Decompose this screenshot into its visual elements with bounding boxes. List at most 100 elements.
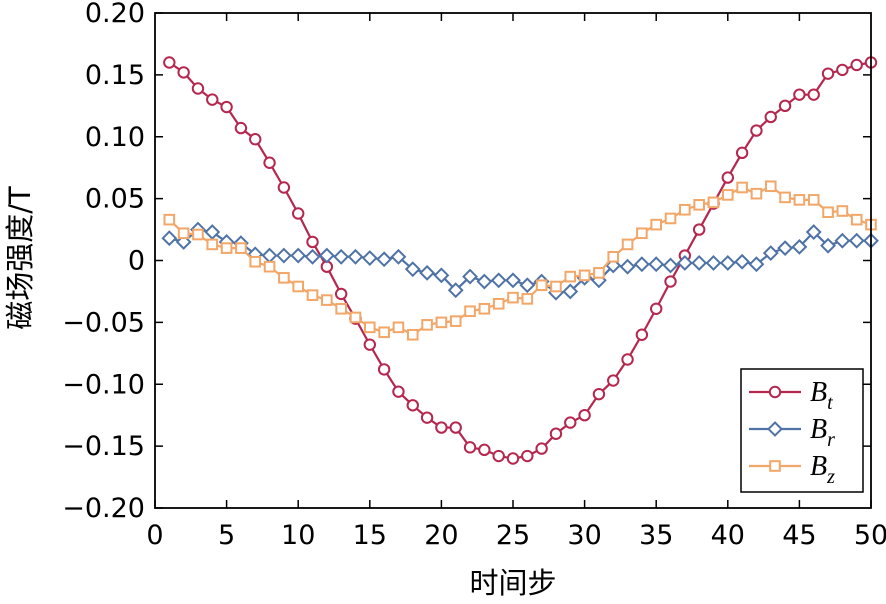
- data-point-bt: [535, 442, 548, 455]
- x-tick-label: 50: [854, 520, 886, 551]
- legend-subscript-bt: t: [827, 392, 833, 414]
- data-point-bz: [335, 302, 347, 315]
- data-point-bt: [549, 427, 563, 440]
- data-point-bt: [306, 235, 319, 249]
- data-point-br: [519, 277, 536, 294]
- legend-marker-bz: [769, 460, 781, 472]
- data-point-bz: [650, 218, 663, 231]
- data-point-bt: [650, 302, 663, 315]
- data-point-br: [748, 256, 765, 273]
- data-point-bt: [191, 82, 205, 95]
- legend-entry-br: Br: [749, 414, 835, 451]
- data-point-bt: [163, 56, 176, 69]
- data-point-br: [633, 256, 650, 273]
- legend-subscript-bz: z: [826, 466, 835, 488]
- x-tick-label: 45: [782, 520, 816, 551]
- data-point-bz: [449, 315, 462, 327]
- data-point-bz: [664, 212, 677, 225]
- y-tick-label: 0.20: [85, 0, 145, 29]
- data-point-bz: [521, 293, 534, 305]
- data-point-br: [419, 264, 435, 281]
- data-point-bz: [464, 305, 476, 318]
- x-tick-label: 20: [424, 520, 458, 551]
- data-point-bz: [421, 319, 433, 331]
- data-point-br: [318, 247, 335, 264]
- data-point-br: [462, 268, 478, 285]
- y-tick-label: 0.05: [85, 184, 145, 215]
- data-point-br: [490, 272, 507, 289]
- data-point-bt: [793, 88, 806, 101]
- series-line-bz: [168, 185, 872, 336]
- data-point-bt: [334, 287, 348, 301]
- data-point-bt: [750, 124, 763, 137]
- x-tick-label: 30: [567, 520, 601, 551]
- data-point-br: [820, 237, 836, 254]
- x-tick-label: 25: [496, 520, 530, 551]
- data-point-br: [619, 258, 636, 275]
- data-point-bz: [822, 206, 834, 219]
- x-tick-label: 5: [218, 520, 235, 551]
- data-point-br: [376, 251, 393, 268]
- data-point-br: [290, 247, 307, 264]
- data-point-bt: [821, 67, 835, 80]
- data-point-bt: [807, 88, 820, 101]
- data-point-br: [834, 232, 851, 249]
- data-point-br: [204, 224, 221, 240]
- data-point-br: [719, 255, 736, 271]
- data-point-br: [505, 272, 521, 289]
- data-point-bt: [621, 353, 634, 366]
- data-point-bz: [607, 250, 620, 263]
- data-point-br: [404, 261, 421, 278]
- data-point-bt: [664, 275, 677, 288]
- data-point-br: [648, 256, 665, 273]
- x-tick-label: 15: [353, 520, 387, 551]
- data-point-br: [333, 248, 350, 265]
- data-point-bz: [535, 279, 548, 292]
- data-point-bz: [693, 199, 705, 211]
- y-tick-label: 0.10: [85, 122, 145, 153]
- legend-subscript-br: r: [827, 429, 835, 451]
- data-point-bt: [377, 363, 391, 376]
- data-point-br: [676, 255, 693, 271]
- data-point-bz: [263, 260, 276, 273]
- legend-marker-br: [767, 421, 783, 437]
- data-point-br: [705, 255, 722, 271]
- data-point-bt: [277, 181, 291, 194]
- x-tick-label: 40: [711, 520, 745, 551]
- data-point-bz: [550, 280, 562, 293]
- data-point-bz: [764, 180, 777, 193]
- data-point-bt: [836, 63, 849, 77]
- data-point-bz: [507, 291, 519, 304]
- data-point-bz: [636, 227, 648, 240]
- data-point-bz: [793, 194, 806, 206]
- data-point-br: [762, 245, 779, 261]
- data-point-bz: [779, 191, 791, 204]
- data-point-bz: [750, 187, 763, 200]
- data-point-bt: [735, 146, 749, 160]
- data-point-bt: [435, 421, 448, 434]
- data-point-bz: [807, 194, 820, 206]
- data-point-bz: [378, 326, 390, 339]
- data-point-bt: [478, 443, 491, 457]
- data-point-bt: [692, 223, 706, 236]
- data-point-bt: [492, 449, 505, 463]
- y-tick-label: −0.10: [62, 369, 145, 400]
- y-tick-label: 0.15: [85, 60, 145, 91]
- data-point-br: [662, 257, 679, 274]
- data-point-br: [805, 224, 822, 240]
- data-point-br: [734, 253, 751, 270]
- data-point-br: [433, 267, 450, 284]
- x-tick-label: 10: [281, 520, 315, 551]
- data-point-bz: [707, 196, 720, 209]
- data-point-bz: [206, 238, 219, 251]
- legend-frame: [740, 368, 864, 493]
- data-point-bz: [220, 242, 233, 254]
- data-point-bz: [621, 238, 634, 251]
- data-point-bt: [506, 452, 520, 465]
- y-tick-label: −0.05: [62, 307, 145, 338]
- data-point-bz: [478, 302, 491, 315]
- data-point-br: [791, 238, 808, 255]
- data-point-br: [275, 247, 292, 264]
- data-point-bz: [349, 311, 362, 324]
- data-point-bz: [392, 321, 405, 334]
